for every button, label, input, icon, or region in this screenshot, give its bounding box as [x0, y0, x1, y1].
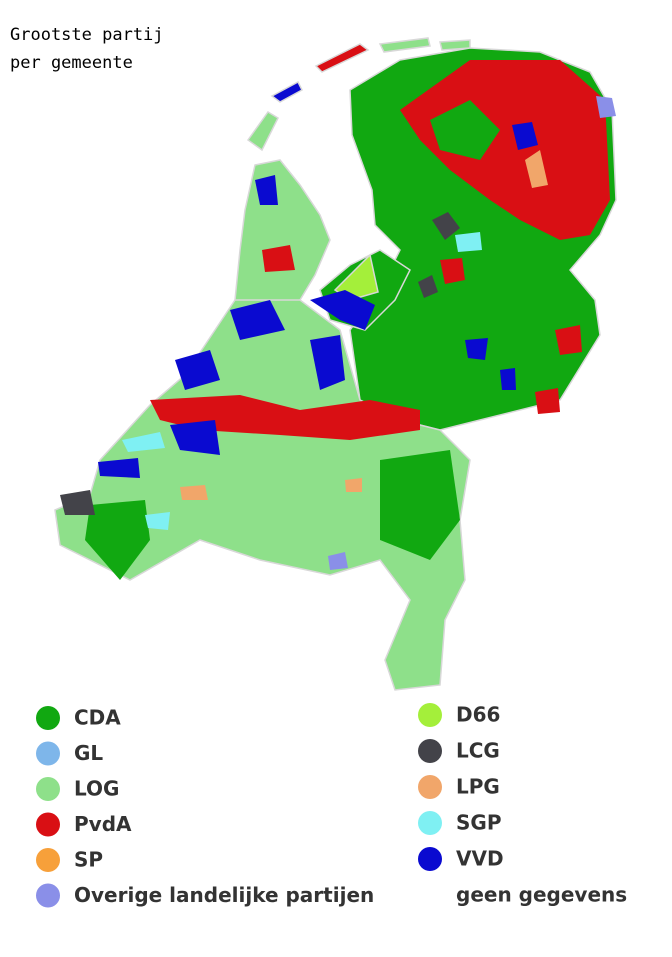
patch [175, 350, 220, 390]
legend-label: GL [74, 741, 103, 765]
legend-label: CDA [74, 706, 121, 730]
legend-swatch [36, 848, 60, 872]
map [54, 37, 617, 691]
patch [535, 388, 560, 414]
legend-swatch [418, 811, 442, 835]
legend-label: LOG [74, 777, 119, 801]
legend-label: LCG [456, 739, 500, 763]
patch [145, 512, 170, 530]
legend: CDA GL LOG PvdA SP Overige landelijke partije… [36, 703, 627, 908]
legend-swatch [36, 777, 60, 801]
patch [525, 150, 548, 188]
legend-label: SP [74, 848, 103, 872]
patch [255, 175, 278, 205]
patch [555, 325, 582, 355]
patch [418, 275, 438, 298]
legend-label: VVD [456, 847, 504, 871]
title-line: per gemeente [10, 53, 133, 73]
legend-swatch [418, 703, 442, 727]
island [246, 111, 279, 152]
patch [345, 478, 362, 492]
patch [122, 432, 165, 452]
patch [380, 450, 460, 560]
legend-swatch [418, 847, 442, 871]
legend-swatch [36, 741, 60, 766]
island [270, 80, 303, 103]
patch [328, 552, 348, 570]
patch [150, 395, 420, 440]
legend-label: LPG [456, 775, 500, 799]
title-line: Grootste partij [10, 25, 164, 45]
island [378, 37, 431, 53]
patch [85, 500, 150, 580]
patch [98, 458, 140, 478]
patch [230, 300, 285, 340]
patch [596, 96, 616, 118]
legend-label: Overige landelijke partijen [74, 883, 374, 907]
legend-label: PvdA [74, 812, 132, 836]
patch [465, 338, 488, 360]
legend-label: geen gegevens [456, 883, 627, 907]
patch [310, 290, 375, 330]
patch [432, 212, 460, 240]
legend-swatch [418, 775, 442, 799]
legend-swatch [418, 739, 442, 763]
legend-swatch [36, 706, 60, 730]
patch [455, 232, 482, 252]
legend-label: SGP [456, 811, 501, 835]
legend-swatch [36, 812, 60, 837]
patch [400, 60, 610, 240]
island [314, 43, 370, 73]
patch [180, 485, 208, 500]
patch [512, 122, 538, 150]
region [234, 159, 331, 311]
legend-label: D66 [456, 703, 500, 727]
legend-swatch [36, 883, 60, 908]
patch [170, 420, 220, 455]
patch [60, 490, 95, 515]
legend-swatch [418, 883, 442, 907]
patch [310, 335, 345, 390]
patch [500, 368, 516, 390]
patch [430, 100, 500, 160]
patch [440, 258, 465, 284]
patch [262, 245, 295, 272]
